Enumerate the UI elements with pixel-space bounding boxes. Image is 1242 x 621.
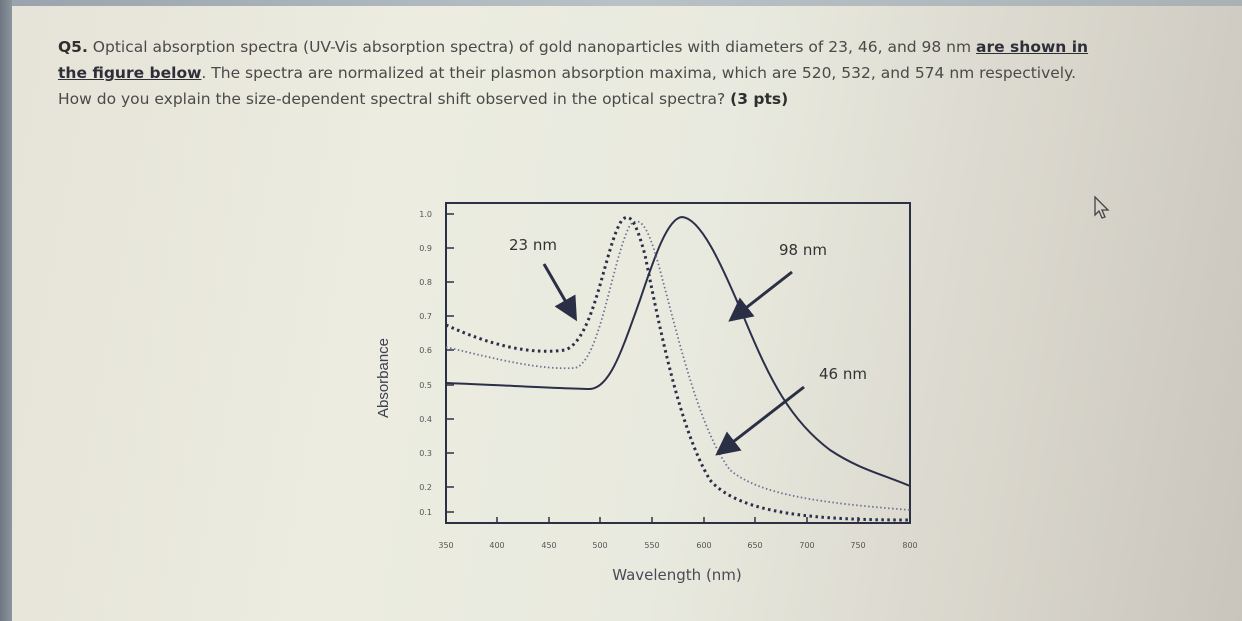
figure-link-part1[interactable]: are shown in [976,38,1089,56]
arrow-46nm [715,385,805,456]
series-46nm-line [445,220,911,511]
svg-text:550: 550 [644,541,659,550]
browser-top-edge [12,0,1242,6]
question-body-3: How do you explain the size-dependent sp… [58,90,731,108]
question-points: (3 pts) [730,90,789,108]
svg-text:0.3: 0.3 [419,449,432,458]
y-axis-label: Absorbance [375,338,392,418]
label-46nm: 46 nm [819,365,867,383]
x-tick-labels: 350 400 450 500 550 600 650 700 750 800 [438,541,917,550]
arrow-23nm [542,263,577,322]
svg-text:0.9: 0.9 [419,244,432,253]
figure-link-part2[interactable]: the figure below [58,64,202,82]
arrow-98nm [728,270,793,322]
svg-text:0.1: 0.1 [419,508,432,517]
plot-frame [445,202,911,524]
label-23nm: 23 nm [509,236,557,254]
svg-text:600: 600 [696,541,711,550]
question-body-2: . The spectra are normalized at their pl… [201,64,1077,82]
svg-text:0.7: 0.7 [419,312,432,321]
svg-text:800: 800 [902,541,917,550]
svg-text:400: 400 [489,541,504,550]
label-98nm: 98 nm [779,241,827,259]
svg-text:0.8: 0.8 [419,278,432,287]
svg-text:350: 350 [438,541,453,550]
svg-text:0.5: 0.5 [419,381,432,390]
question-text: Q5. Optical absorption spectra (UV-Vis a… [58,34,1218,112]
svg-text:0.4: 0.4 [419,415,432,424]
series-98nm-line [445,215,911,487]
question-number: Q5. [58,38,88,56]
svg-text:750: 750 [850,541,865,550]
svg-text:650: 650 [747,541,762,550]
y-tick-labels: 1.0 0.9 0.8 0.7 0.6 0.5 0.4 0.3 0.2 0.1 [419,210,432,517]
x-axis-label: Wavelength (nm) [612,566,742,584]
series-23nm-line [445,215,911,522]
svg-text:500: 500 [592,541,607,550]
svg-text:700: 700 [799,541,814,550]
svg-text:1.0: 1.0 [419,210,432,219]
svg-text:0.6: 0.6 [419,346,432,355]
y-axis-ticks [446,213,454,513]
mouse-pointer-icon [1094,195,1110,219]
screen-bezel [0,0,12,621]
question-body-1: Optical absorption spectra (UV-Vis absor… [87,38,977,56]
svg-text:450: 450 [541,541,556,550]
page-background [12,6,1242,621]
x-axis-ticks [496,517,859,523]
svg-text:0.2: 0.2 [419,483,432,492]
